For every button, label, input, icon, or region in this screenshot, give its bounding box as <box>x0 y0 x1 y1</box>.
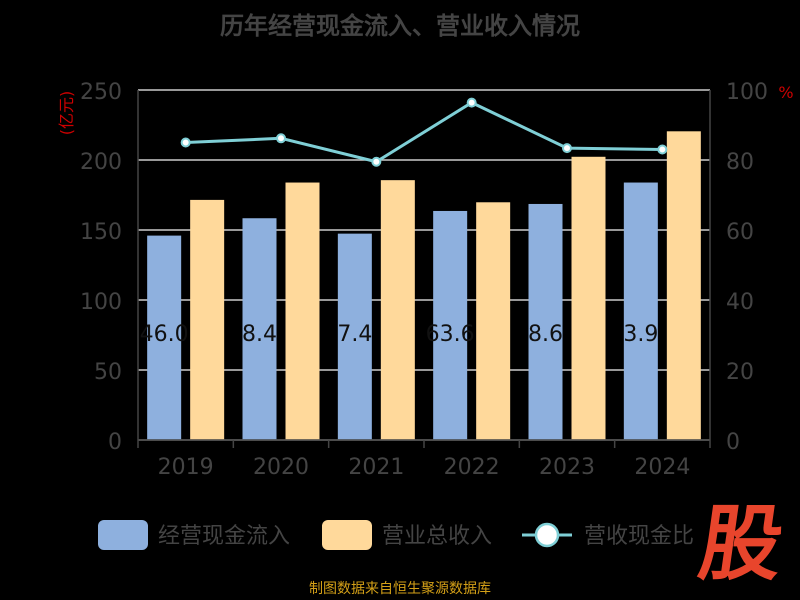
right-tick-label: 20 <box>726 360 754 385</box>
ratio-point <box>657 144 668 155</box>
ratio-line <box>180 97 668 167</box>
bar-cash-inflow <box>433 210 468 440</box>
ratio-point <box>466 97 477 108</box>
left-tick-label: 100 <box>80 290 122 315</box>
legend[interactable]: 经营现金流入 营业总收入 营收现金比 <box>98 520 694 550</box>
bar-revenue <box>666 131 701 441</box>
ratio-point <box>371 156 382 167</box>
x-tick-label: 2022 <box>444 455 500 480</box>
x-tick-label: 2023 <box>539 455 595 480</box>
bar-cash-inflow <box>528 203 563 440</box>
bar-value-label: 3.9 <box>623 322 658 347</box>
bar-revenue <box>476 202 511 440</box>
left-tick-label: 50 <box>94 360 122 385</box>
right-axis-unit: % <box>778 83 793 102</box>
bar-value-label: 46.0 <box>140 322 189 347</box>
bar-revenue <box>285 182 320 441</box>
legend-label-cash-inflow: 经营现金流入 <box>158 524 290 549</box>
left-tick-label: 0 <box>108 430 122 455</box>
legend-swatch-revenue <box>322 520 372 550</box>
right-tick-label: 100 <box>726 80 768 105</box>
left-axis-unit: (亿元) <box>57 91 76 136</box>
bar-cash-inflow <box>147 235 182 440</box>
bar-value-label: 7.4 <box>337 322 372 347</box>
bar-revenue <box>190 199 225 440</box>
bar-revenue <box>571 156 606 440</box>
axes: 0 50 100 150 200 250 0 20 40 60 80 100 2019 2020 2021 2… <box>80 80 768 480</box>
legend-label-revenue: 营业总收入 <box>382 524 492 549</box>
watermark-logo: 股 <box>693 497 789 592</box>
chart-title: 历年经营现金流入、营业收入情况 <box>220 12 580 40</box>
ratio-point <box>180 137 191 148</box>
bar-cash-inflow <box>337 233 372 440</box>
right-tick-label: 60 <box>726 220 754 245</box>
ratio-line-path <box>185 100 663 164</box>
ratio-point <box>276 133 286 144</box>
right-tick-label: 80 <box>726 150 754 175</box>
ratio-point <box>562 143 572 154</box>
left-tick-label: 200 <box>80 150 122 175</box>
right-tick-label: 0 <box>726 430 740 455</box>
x-tick-label: 2021 <box>348 455 404 480</box>
bar-value-label: 8.4 <box>242 322 277 347</box>
right-tick-label: 40 <box>726 290 754 315</box>
bar-value-label: 63.6 <box>426 322 475 347</box>
left-tick-label: 150 <box>80 220 122 245</box>
x-tick-label: 2024 <box>634 455 690 480</box>
bar-labels: 46.0 8.4 7.4 63.6 8.6 3.9 <box>140 322 659 347</box>
legend-swatch-ratio-marker <box>534 522 560 548</box>
x-tick-label: 2020 <box>253 455 309 480</box>
bar-cash-inflow <box>623 182 658 441</box>
bar-revenue <box>380 180 415 440</box>
x-tick-label: 2019 <box>158 455 214 480</box>
left-tick-label: 250 <box>80 80 122 105</box>
bar-value-label: 8.6 <box>528 322 563 347</box>
legend-label-ratio: 营收现金比 <box>584 524 694 549</box>
legend-swatch-cash-inflow <box>98 520 148 550</box>
source-footer: 制图数据来自恒生聚源数据库 <box>309 581 491 597</box>
bars <box>147 131 701 441</box>
bar-cash-inflow <box>242 218 277 440</box>
